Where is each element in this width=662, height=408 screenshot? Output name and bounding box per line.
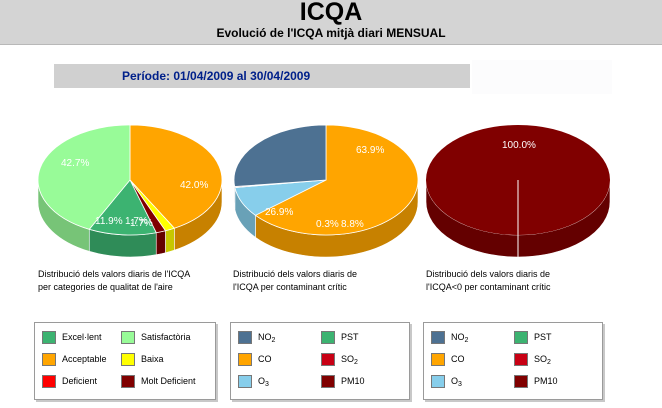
legend-swatch <box>431 331 445 344</box>
pie-label-no2: 26.9% <box>265 207 293 218</box>
legend-label: PST <box>534 332 552 342</box>
caption-line: per categories de qualitat de l'aire <box>38 282 173 292</box>
caption-line: l'ICQA<0 per contaminant crític <box>426 282 551 292</box>
legend-swatch <box>514 331 528 344</box>
pie-slice-acceptable <box>129 124 223 229</box>
legend-swatch <box>238 331 252 344</box>
legend-swatch <box>321 353 335 366</box>
legend-label: Satisfactòria <box>141 332 191 342</box>
legend-swatch <box>321 331 335 344</box>
legend-swatch <box>431 353 445 366</box>
legend-swatch <box>42 331 56 344</box>
pie-label-co: 63.9% <box>356 145 384 156</box>
page-header: ICQA Evolució de l'ICQA mitjà diari MENS… <box>0 0 662 45</box>
pie-chart-critical-pollutant-negative: 100.0% <box>425 125 611 258</box>
legend-label: SO2 <box>534 354 551 366</box>
pie-side-molt-deficient <box>155 230 166 256</box>
legend-label: Baixa <box>141 354 164 364</box>
pie-label-pm10: 0.3% <box>316 219 339 230</box>
pie-slice-excel-lent <box>88 179 157 236</box>
legend-label: Deficient <box>62 376 98 386</box>
legend-label: PM10 <box>341 376 365 386</box>
legend-swatch <box>121 331 135 344</box>
legend-label: NO2 <box>258 332 276 344</box>
pie-label-o3: 8.8% <box>341 219 364 230</box>
legend-label: NO2 <box>451 332 469 344</box>
legend-label: PM10 <box>534 376 558 386</box>
legend-label: Excel·lent <box>62 332 102 342</box>
legend-label: O3 <box>451 376 462 388</box>
pie-label-excel-lent: 11.9% <box>95 216 123 227</box>
chart-caption-critical-pollutant: Distribució dels valors diaris de l'ICQA… <box>233 268 423 294</box>
caption-line: Distribució dels valors diaris de <box>426 269 551 279</box>
legend-label: PST <box>341 332 359 342</box>
legend-swatch <box>121 353 135 366</box>
legend-label: CO <box>451 354 465 364</box>
legend-critical-pollutant-negative: NO2 PST CO SO2 O3 PM10 <box>423 322 603 400</box>
legend-swatch <box>42 353 56 366</box>
page-title: ICQA <box>299 0 363 26</box>
legend-swatch <box>238 375 252 388</box>
pie-label-acceptable: 42.0% <box>180 180 208 191</box>
pie-slice-satisfactoria <box>37 124 131 230</box>
legend-label: CO <box>258 354 272 364</box>
legend-label: Acceptable <box>62 354 107 364</box>
period-label: Període: 01/04/2009 al 30/04/2009 <box>122 69 311 83</box>
legend-label: Molt Deficient <box>141 376 196 386</box>
chart-caption-critical-pollutant-negative: Distribució dels valors diaris de l'ICQA… <box>426 268 616 294</box>
legend-swatch <box>121 375 135 388</box>
legend-swatch <box>431 375 445 388</box>
pie-slice-no2 <box>233 124 327 187</box>
legend-label: SO2 <box>341 354 358 366</box>
legend-swatch <box>514 353 528 366</box>
pie-label-satisfactoria: 42.7% <box>61 158 89 169</box>
pie-side-baixa <box>165 227 175 254</box>
legend-swatch <box>514 375 528 388</box>
page-subtitle: Evolució de l'ICQA mitjà diari MENSUAL <box>216 26 446 40</box>
caption-line: Distribució dels valors diaris de <box>233 269 358 279</box>
pie-slice-co <box>254 124 419 236</box>
legend-categories: Excel·lent Satisfactòria Acceptable Baixa De… <box>34 322 216 400</box>
chart-caption-categories: Distribució dels valors diaris de l'ICQA… <box>38 268 228 294</box>
caption-line: Distribució dels valors diaris de l'ICQA <box>38 269 191 279</box>
legend-label: O3 <box>258 376 269 388</box>
pie-chart-categories: 42.0%1.7%1.7%11.9%42.7% <box>37 124 223 258</box>
legend-swatch <box>321 375 335 388</box>
period-box: Període: 01/04/2009 al 30/04/2009 <box>54 64 470 88</box>
side-panel <box>472 60 612 94</box>
pie-chart-critical-pollutant: 63.9% 8.8%0.3% 26.9% <box>233 124 419 258</box>
pie-label-baixa: 1.7% <box>125 216 148 227</box>
legend-swatch <box>238 353 252 366</box>
legend-critical-pollutant: NO2 PST CO SO2 O3 PM10 <box>230 322 410 400</box>
legend-swatch <box>42 375 56 388</box>
pie-label-molt-deficient: 1.7% <box>130 218 153 229</box>
caption-line: l'ICQA per contaminant crític <box>233 282 347 292</box>
pie-label-pm10: 100.0% <box>502 140 536 151</box>
